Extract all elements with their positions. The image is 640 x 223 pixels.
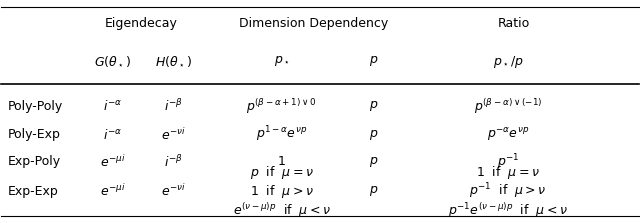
Text: $i^{-\beta}$: $i^{-\beta}$ xyxy=(164,154,183,170)
Text: $G(\theta_\star)$: $G(\theta_\star)$ xyxy=(94,54,132,68)
Text: $p^{-\alpha}e^{\nu p}$: $p^{-\alpha}e^{\nu p}$ xyxy=(487,126,529,143)
Text: Exp-Exp: Exp-Exp xyxy=(8,185,58,198)
Text: $p$: $p$ xyxy=(369,155,379,169)
Text: $1$  if  $\mu=\nu$: $1$ if $\mu=\nu$ xyxy=(476,164,540,182)
Text: $p$: $p$ xyxy=(369,99,379,113)
Text: Poly-Poly: Poly-Poly xyxy=(8,100,63,113)
Text: $p_\star/p$: $p_\star/p$ xyxy=(493,54,524,70)
Text: Eigendecay: Eigendecay xyxy=(105,17,178,30)
Text: $p^{-1}e^{(\nu-\mu)p}$  if  $\mu<\nu$: $p^{-1}e^{(\nu-\mu)p}$ if $\mu<\nu$ xyxy=(448,201,568,219)
Text: $p$  if  $\mu=\nu$: $p$ if $\mu=\nu$ xyxy=(250,164,314,182)
Text: $p^{-1}$  if  $\mu>\nu$: $p^{-1}$ if $\mu>\nu$ xyxy=(469,182,547,201)
Text: $p$: $p$ xyxy=(369,184,379,198)
Text: $p^{1-\alpha}e^{\nu p}$: $p^{1-\alpha}e^{\nu p}$ xyxy=(256,125,307,145)
Text: $e^{(\nu-\mu)p}$  if  $\mu<\nu$: $e^{(\nu-\mu)p}$ if $\mu<\nu$ xyxy=(233,201,331,219)
Text: $e^{-\nu i}$: $e^{-\nu i}$ xyxy=(161,184,186,199)
Text: Poly-Exp: Poly-Exp xyxy=(8,128,61,141)
Text: $e^{-\mu i}$: $e^{-\mu i}$ xyxy=(100,184,125,199)
Text: $p_\star$: $p_\star$ xyxy=(274,54,290,68)
Text: $i^{-\alpha}$: $i^{-\alpha}$ xyxy=(103,99,123,113)
Text: $e^{-\nu i}$: $e^{-\nu i}$ xyxy=(161,127,186,143)
Text: Ratio: Ratio xyxy=(498,17,531,30)
Text: $p^{(\beta-\alpha)\vee(-1)}$: $p^{(\beta-\alpha)\vee(-1)}$ xyxy=(474,97,542,116)
Text: Dimension Dependency: Dimension Dependency xyxy=(239,17,388,30)
Text: $p^{(\beta-\alpha+1)\vee 0}$: $p^{(\beta-\alpha+1)\vee 0}$ xyxy=(246,97,317,116)
Text: Exp-Poly: Exp-Poly xyxy=(8,155,61,169)
Text: $1$  if  $\mu>\nu$: $1$ if $\mu>\nu$ xyxy=(250,183,314,200)
Text: $e^{-\mu i}$: $e^{-\mu i}$ xyxy=(100,154,125,170)
Text: $H(\theta_\star)$: $H(\theta_\star)$ xyxy=(155,54,192,68)
Text: $p^{-1}$: $p^{-1}$ xyxy=(497,152,519,172)
Text: $1$: $1$ xyxy=(277,155,286,169)
Text: $p$: $p$ xyxy=(369,128,379,142)
Text: $i^{-\alpha}$: $i^{-\alpha}$ xyxy=(103,128,123,142)
Text: $i^{-\beta}$: $i^{-\beta}$ xyxy=(164,98,183,114)
Text: $p$: $p$ xyxy=(369,54,379,68)
